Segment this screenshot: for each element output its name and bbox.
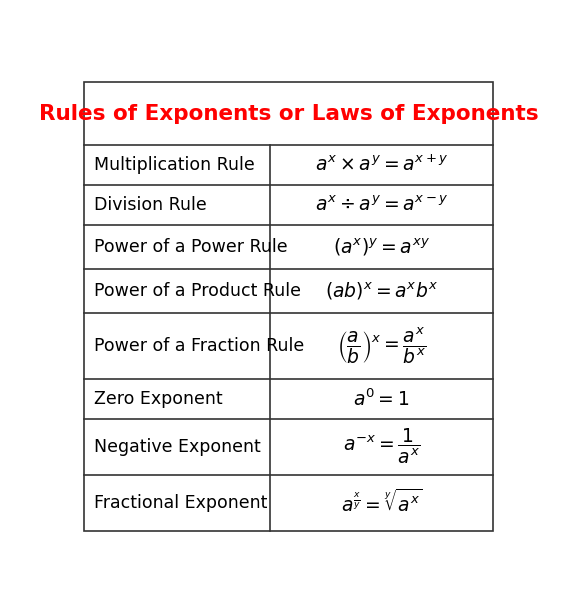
Text: $a^{x} \times a^{y} = a^{x+y}$: $a^{x} \times a^{y} = a^{x+y}$ bbox=[315, 155, 448, 175]
Text: $\left(ab\right)^{x} = a^{x}b^{x}$: $\left(ab\right)^{x} = a^{x}b^{x}$ bbox=[325, 280, 438, 302]
Text: $a^{0} = 1$: $a^{0} = 1$ bbox=[353, 388, 410, 410]
Text: $a^{-x} = \dfrac{1}{a^{x}}$: $a^{-x} = \dfrac{1}{a^{x}}$ bbox=[343, 427, 420, 467]
Text: $a^{\frac{x}{y}} = \sqrt[y]{a^{x}}$: $a^{\frac{x}{y}} = \sqrt[y]{a^{x}}$ bbox=[341, 489, 422, 517]
Text: Multiplication Rule: Multiplication Rule bbox=[93, 156, 254, 174]
Text: Zero Exponent: Zero Exponent bbox=[93, 390, 222, 408]
Text: $\left(a^{x}\right)^{y} = a^{xy}$: $\left(a^{x}\right)^{y} = a^{xy}$ bbox=[333, 237, 430, 258]
Text: Division Rule: Division Rule bbox=[93, 196, 207, 214]
Text: $a^{x} \div a^{y} = a^{x-y}$: $a^{x} \div a^{y} = a^{x-y}$ bbox=[315, 195, 448, 215]
Text: Power of a Fraction Rule: Power of a Fraction Rule bbox=[93, 337, 304, 355]
Text: $\left(\dfrac{a}{b}\right)^{x} = \dfrac{a^{x}}{b^{x}}$: $\left(\dfrac{a}{b}\right)^{x} = \dfrac{… bbox=[337, 325, 426, 366]
Text: Rules of Exponents or Laws of Exponents: Rules of Exponents or Laws of Exponents bbox=[39, 104, 538, 124]
Text: Negative Exponent: Negative Exponent bbox=[93, 438, 260, 456]
Text: Power of a Power Rule: Power of a Power Rule bbox=[93, 238, 287, 256]
Text: Fractional Exponent: Fractional Exponent bbox=[93, 494, 267, 512]
Text: Power of a Product Rule: Power of a Product Rule bbox=[93, 282, 301, 300]
